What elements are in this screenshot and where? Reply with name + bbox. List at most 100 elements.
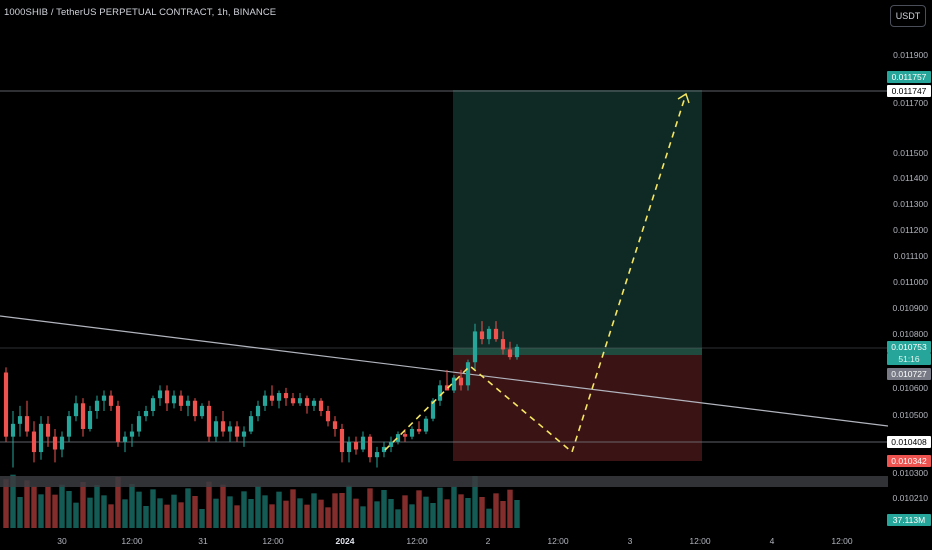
volume-bar	[360, 506, 366, 528]
target-price-tag: 0.011757	[887, 71, 931, 83]
volume-bar	[276, 491, 282, 528]
candle	[31, 431, 37, 453]
candle	[73, 403, 79, 417]
candle	[171, 395, 177, 404]
volume-bar	[115, 477, 121, 528]
time-tick: 12:00	[547, 536, 569, 546]
volume-bar	[136, 491, 142, 528]
chart-background	[0, 0, 888, 530]
candle	[430, 400, 436, 419]
candle	[94, 400, 100, 411]
candle	[213, 421, 219, 437]
candle	[500, 339, 506, 350]
candle	[108, 395, 114, 406]
volume-bar	[262, 495, 268, 528]
volume-bar	[87, 497, 93, 528]
volume-bar	[325, 507, 331, 528]
volume-bar	[486, 508, 492, 528]
candle	[423, 418, 429, 432]
entry-band	[453, 348, 702, 355]
stop-price-tag: 0.010342	[887, 455, 931, 467]
volume-bar	[332, 493, 338, 528]
chart-canvas[interactable]	[0, 0, 889, 530]
volume-bar	[38, 494, 44, 528]
volume-band	[0, 476, 888, 487]
candle	[493, 328, 499, 340]
volume-bar	[346, 485, 352, 528]
candle	[87, 411, 93, 429]
price-axis[interactable]: 0.011900 0.011700 0.011500 0.011400 0.01…	[888, 0, 932, 530]
volume-bar	[500, 501, 506, 528]
time-tick: 12:00	[831, 536, 853, 546]
time-tick: 2	[485, 536, 491, 546]
volume-bar	[311, 493, 317, 528]
price-tick: 0.010800	[892, 329, 928, 339]
candle	[38, 423, 44, 453]
volume-bar	[241, 491, 247, 528]
price-chart[interactable]	[0, 0, 889, 530]
support-level-tag: 0.010408	[887, 436, 931, 448]
candle	[360, 436, 366, 450]
volume-bar	[45, 487, 51, 528]
volume-bar	[59, 484, 65, 528]
price-tick: 0.011700	[893, 98, 928, 108]
price-tick: 0.010210	[892, 493, 928, 503]
volume-bar	[451, 486, 457, 528]
trendline[interactable]	[0, 315, 889, 427]
candle	[17, 416, 23, 424]
volume-tag: 37.113M	[887, 514, 931, 526]
candle	[192, 400, 198, 417]
profit-zone[interactable]	[453, 90, 702, 355]
price-tick: 0.011100	[893, 251, 928, 261]
price-tick: 0.010600	[892, 383, 928, 393]
volume-bar	[66, 491, 72, 528]
volume-bar	[269, 504, 275, 528]
volume-bar	[283, 500, 289, 528]
volume-bar	[318, 499, 324, 528]
candle	[24, 416, 30, 432]
time-tick: 3	[627, 536, 633, 546]
volume-bar	[507, 489, 513, 528]
candle	[157, 390, 163, 399]
time-tick: 4	[769, 536, 775, 546]
candle	[486, 328, 492, 340]
candle	[164, 390, 170, 404]
candle	[437, 385, 443, 401]
volume-bar	[220, 484, 226, 528]
candle	[66, 416, 72, 437]
time-tick: 12:00	[689, 536, 711, 546]
volume-bar	[17, 497, 23, 528]
candle	[479, 331, 485, 340]
price-tick: 0.011500	[893, 148, 928, 158]
candle	[185, 400, 191, 406]
bar-countdown-tag: 51:16	[887, 353, 931, 365]
volume-bar	[234, 505, 240, 528]
candle	[304, 398, 310, 406]
candle	[325, 411, 331, 422]
time-tick: 31	[198, 536, 208, 546]
candle	[234, 426, 240, 437]
loss-zone[interactable]	[453, 355, 702, 461]
volume-bar	[388, 499, 394, 528]
candle	[80, 403, 86, 429]
candle	[514, 346, 520, 358]
price-tick: 0.010300	[892, 468, 928, 478]
volume-bar	[206, 481, 212, 528]
volume-bar	[129, 484, 135, 528]
candle	[220, 421, 226, 432]
volume-bar	[122, 499, 128, 528]
volume-bar	[108, 504, 114, 528]
last-price-tag: 0.010753	[887, 341, 931, 353]
projection-path[interactable]	[384, 93, 687, 454]
candle	[199, 405, 205, 417]
volume-bar	[227, 496, 233, 528]
price-tick: 0.011900	[893, 50, 928, 60]
candle	[416, 428, 422, 432]
volume-bar	[409, 504, 415, 528]
volume-bar	[367, 488, 373, 528]
volume-bar	[255, 486, 261, 528]
currency-button[interactable]: USDT	[890, 5, 926, 27]
volume-bar	[430, 503, 436, 528]
volume-bar	[339, 493, 345, 528]
volume-bar	[101, 495, 107, 528]
